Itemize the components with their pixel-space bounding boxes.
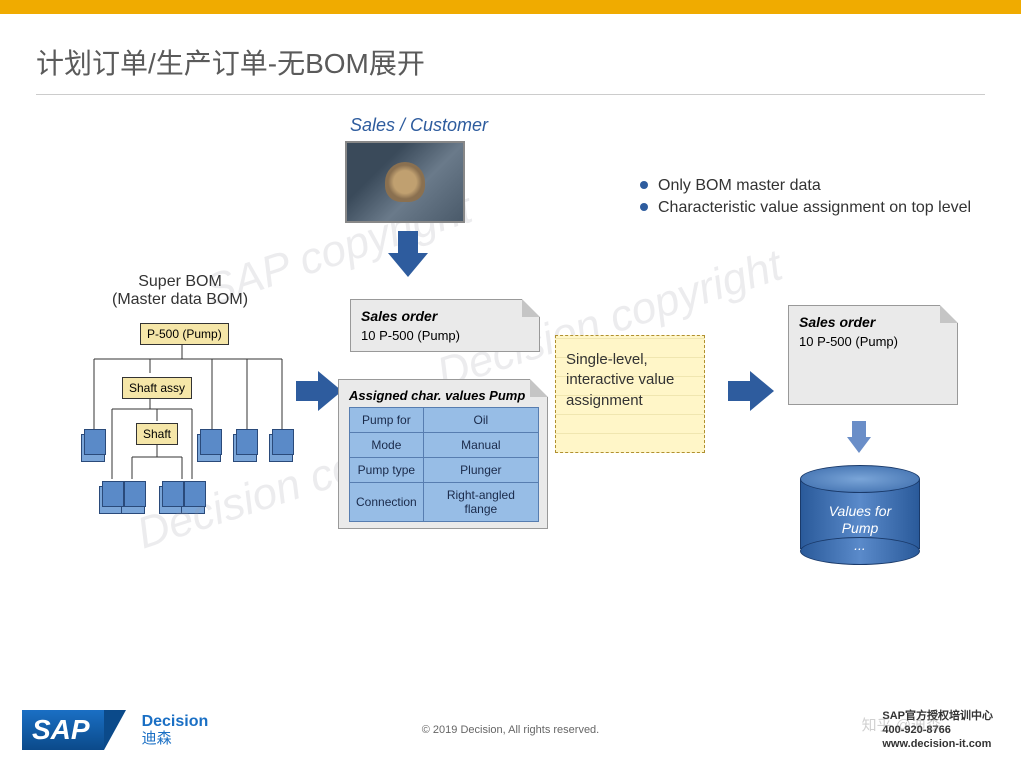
bom-doc-icon [184,481,206,507]
top-bar [0,0,1021,14]
char-cell: Oil [423,408,538,433]
so2-title: Sales order [799,314,947,330]
so2-line: 10 P-500 (Pump) [799,334,947,349]
char-cell: Right-angled flange [423,483,538,522]
bullet-2: Characteristic value assignment on top l… [640,197,971,219]
footer-right-3: www.decision-it.com [882,737,993,751]
bom-doc-icon [124,481,146,507]
sales-order-box-2: Sales order 10 P-500 (Pump) [788,305,958,405]
bom-doc-icon [200,429,222,455]
char-cell: Manual [423,433,538,458]
footer: SAP Decision 迪森 © 2019 Decision, All rig… [0,695,1021,765]
decision-cn: 迪森 [142,731,209,748]
char-cell: Mode [350,433,424,458]
decision-en: Decision [142,713,209,731]
char-table: Pump forOil ModeManual Pump typePlunger … [349,407,539,522]
superbom-title-line1: Super BOM [138,273,222,290]
bom-doc-icon [236,429,258,455]
so1-title: Sales order [361,308,529,324]
char-cell: Pump for [350,408,424,433]
diagram-content: SAP copyright Decision copyright Decisio… [0,95,1021,655]
sap-logo: SAP [22,710,104,750]
note-box: Single-level, interactive value assignme… [555,335,705,453]
char-cell: Pump type [350,458,424,483]
zhihu-watermark: 知乎 @迪森 [862,714,941,735]
sales-customer-label: Sales / Customer [350,115,488,136]
copyright: © 2019 Decision, All rights reserved. [422,724,599,736]
char-cell: Connection [350,483,424,522]
arrow-down-icon [388,231,428,279]
sales-order-box-1: Sales order 10 P-500 (Pump) [350,299,540,352]
bullet-list: Only BOM master data Characteristic valu… [640,175,971,218]
customer-image [345,141,465,223]
decision-brand: Decision 迪森 [142,713,209,747]
char-cell: Plunger [423,458,538,483]
bullet-1: Only BOM master data [640,175,971,197]
bom-doc-icon [272,429,294,455]
arrow-right-icon [728,371,776,411]
char-values-box: Assigned char. values Pump Pump forOil M… [338,379,548,529]
bom-doc-icon [102,481,124,507]
so1-line: 10 P-500 (Pump) [361,328,529,343]
page-title: 计划订单/生产订单-无BOM展开 [36,42,1021,82]
bom-node-root: P-500 (Pump) [140,323,229,345]
bom-node-shaft: Shaft [136,423,178,445]
arrow-down-small-icon [844,421,874,457]
superbom-title: Super BOM (Master data BOM) [112,273,248,309]
cylinder: Values for Pump ... [800,465,920,553]
bom-doc-icon [162,481,184,507]
cylinder-text: Values for Pump ... [800,503,920,553]
arrow-right-icon [296,371,344,411]
bom-node-assy: Shaft assy [122,377,192,399]
superbom-title-line2: (Master data BOM) [112,291,248,308]
char-title: Assigned char. values Pump [349,388,537,403]
bom-doc-icon [84,429,106,455]
